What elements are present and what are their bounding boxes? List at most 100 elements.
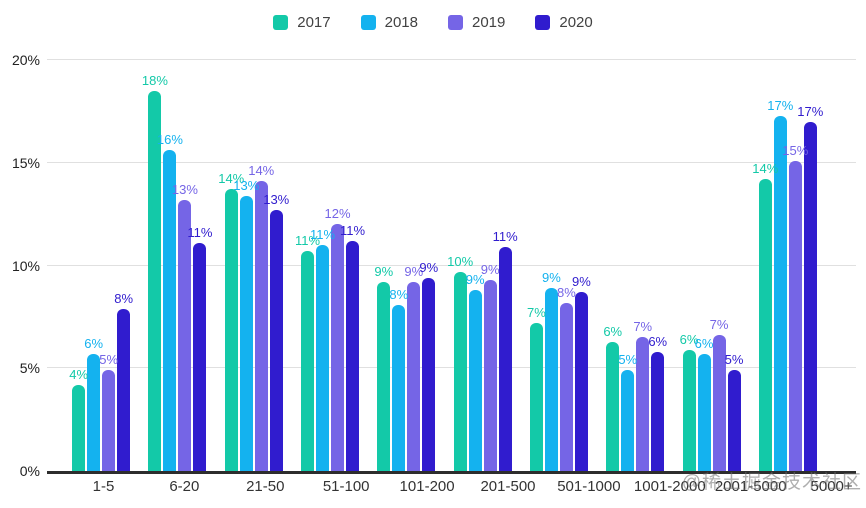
watermark: @稀土掘金技术社区 — [681, 472, 862, 493]
bar-group-5000+: 14% 17% 15% 17% — [750, 60, 826, 471]
bar-2018-1001-2000: 5% — [618, 352, 637, 471]
x-axis-labels: 1-5 6-20 21-50 51-100 101-200 201-500 501-1000… — [47, 478, 866, 495]
bar-value-label: 6% — [679, 331, 699, 347]
bar-2019-6-20: 13% — [172, 182, 198, 471]
y-tick-label: 20% — [11, 52, 40, 68]
bar-value-label: 8% — [114, 290, 134, 306]
bar-value-label: 9% — [572, 274, 591, 290]
bar-group-101-200: 9% 8% 9% 9% — [368, 60, 444, 471]
bar-value-label: 16% — [156, 132, 183, 148]
gridline-15 — [47, 161, 856, 163]
legend-swatch-icon — [448, 15, 463, 30]
bar-2020-201-500: 11% — [493, 229, 518, 471]
bar-value-label: 10% — [447, 253, 474, 269]
gridline-5 — [47, 367, 856, 369]
bar-value-label: 11% — [310, 226, 336, 242]
bar-value-label: 5% — [618, 352, 638, 368]
bar-value-label: 7% — [709, 317, 729, 333]
legend-label: 2019 — [472, 14, 506, 31]
bar-value-label: 4% — [69, 366, 89, 382]
bar-value-label: 9% — [404, 263, 424, 279]
bar-value-label: 15% — [782, 142, 809, 158]
bar-2019-51-100: 12% — [325, 206, 351, 471]
bar-value-label: 11% — [340, 222, 366, 238]
x-tick-label-201-500: 201-500 — [480, 478, 536, 495]
bar-2017-21-50: 14% — [218, 171, 244, 471]
bar-2020-51-100: 11% — [340, 223, 365, 471]
bar-2017-2001-5000: 6% — [680, 332, 698, 471]
legend-label: 2018 — [384, 14, 418, 31]
x-tick-label-1-5: 1-5 — [92, 478, 115, 495]
bar-2020-6-20: 11% — [187, 225, 212, 471]
legend-item-2019[interactable]: 2019 — [448, 14, 505, 31]
bar-2018-21-50: 13% — [233, 178, 259, 471]
bar-2018-6-20: 16% — [157, 132, 183, 471]
bar-2020-2001-5000: 5% — [725, 352, 743, 471]
bar-value-label: 18% — [141, 72, 168, 88]
y-axis-labels: 0% 5% 10% 15% 20% — [0, 52, 40, 479]
gridline-10 — [47, 264, 856, 266]
bar-value-label: 9% — [419, 259, 439, 275]
legend-label: 2020 — [559, 14, 593, 31]
bar-value-label: 6% — [648, 333, 668, 349]
chart-legend: 2017 2018 2019 2020 — [0, 14, 866, 31]
bar-value-label: 11% — [187, 224, 213, 240]
y-tick-label: 15% — [11, 154, 40, 171]
bar-2018-2001-5000: 6% — [695, 336, 713, 471]
bar-2017-51-100: 11% — [295, 233, 320, 471]
bar-value-label: 8% — [557, 284, 576, 300]
bar-2018-1-5: 6% — [84, 336, 103, 471]
bar-2017-1-5: 4% — [69, 367, 88, 471]
x-tick-label-21-50: 21-50 — [246, 478, 285, 495]
bar-group-2001-5000: 6% 6% 7% 5% — [673, 60, 749, 471]
bar-value-label: 14% — [248, 163, 275, 179]
bar-2019-1001-2000: 7% — [633, 319, 652, 471]
bar-2019-201-500: 9% — [481, 262, 500, 471]
bar-2020-1001-2000: 6% — [648, 334, 667, 471]
bar-2018-501-1000: 9% — [542, 270, 561, 471]
bar-group-201-500: 10% 9% 9% 11% — [444, 60, 520, 471]
bar-2019-501-1000: 8% — [557, 285, 576, 471]
bar-value-label: 13% — [171, 181, 198, 197]
bar-value-label: 13% — [233, 177, 260, 193]
bar-2019-101-200: 9% — [404, 264, 423, 471]
legend-swatch-icon — [273, 15, 289, 30]
bar-value-label: 9% — [480, 261, 500, 277]
x-tick-label-6-20: 6-20 — [169, 478, 200, 495]
y-tick-label: 10% — [11, 257, 40, 274]
bar-value-label: 17% — [797, 103, 824, 119]
gridline-20 — [47, 59, 856, 60]
x-tick-label-5000+: 5000+ — [810, 478, 853, 495]
bar-2020-21-50: 13% — [263, 192, 289, 471]
bar-group-6-20: 18% 16% 13% 11% — [139, 60, 215, 471]
bar-value-label: 11% — [492, 229, 518, 245]
legend-item-2017[interactable]: 2017 — [273, 14, 331, 31]
bar-2017-1001-2000: 6% — [603, 324, 622, 471]
bar-value-label: 5% — [99, 352, 119, 368]
x-tick-label-501-1000: 501-1000 — [557, 478, 621, 495]
bar-2019-2001-5000: 7% — [710, 317, 728, 471]
bar-2017-501-1000: 7% — [527, 305, 546, 471]
bar-value-label: 7% — [633, 319, 653, 335]
bar-value-label: 6% — [694, 335, 714, 351]
bar-2017-201-500: 10% — [447, 254, 473, 471]
bar-2020-501-1000: 9% — [572, 274, 591, 471]
bar-groups: 4% 6% 5% 8% 18% 16% 13% 11% 14% 13% 14% 13% 11% 11% 12… — [47, 60, 856, 471]
bar-group-21-50: 14% 13% 14% 13% — [216, 60, 292, 471]
bar-value-label: 5% — [724, 352, 744, 368]
bar-2018-201-500: 9% — [466, 272, 485, 471]
bar-2017-5000+: 14% — [752, 161, 778, 471]
x-tick-label-1001-2000: 1001-2000 — [633, 478, 706, 495]
bar-2019-1-5: 5% — [99, 352, 118, 471]
x-tick-label-101-200: 101-200 — [399, 478, 455, 495]
legend-item-2018[interactable]: 2018 — [360, 14, 418, 31]
bar-group-1001-2000: 6% 5% 7% 6% — [597, 60, 673, 471]
bar-value-label: 12% — [324, 206, 351, 222]
bar-2018-51-100: 11% — [310, 227, 335, 471]
bar-2020-1-5: 8% — [114, 291, 133, 471]
legend-item-2020[interactable]: 2020 — [535, 14, 593, 31]
bar-value-label: 11% — [295, 233, 321, 249]
plot-area: 4% 6% 5% 8% 18% 16% 13% 11% 14% 13% 14% 13% 11% 11% 12… — [47, 59, 856, 474]
x-tick-label-2001-5000: 2001-5000 — [714, 478, 787, 495]
